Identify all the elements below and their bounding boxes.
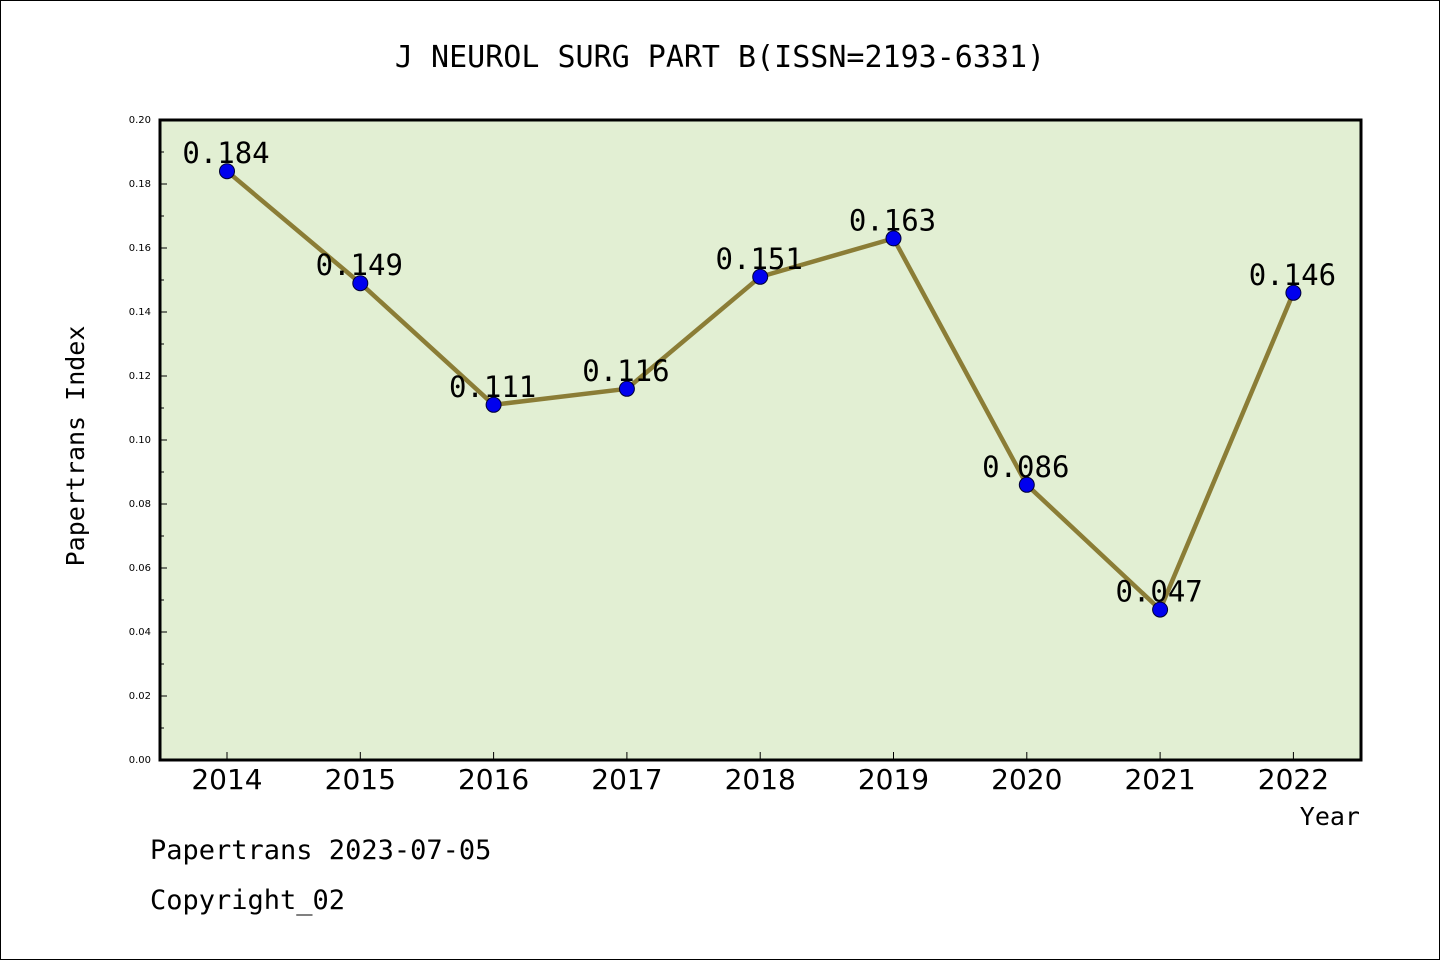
plot-area — [158, 118, 1363, 762]
y-tick-label: 0.04 — [129, 627, 151, 638]
footer-copyright: Copyright_02 — [150, 885, 346, 916]
y-tick-label: 0.18 — [129, 179, 151, 190]
x-axis-ticks: 2014 2015 2016 2017 2018 2019 2020 2021 2022 — [191, 752, 1329, 796]
y-tick-label: 0.14 — [129, 307, 151, 318]
data-point — [352, 275, 369, 292]
data-point — [752, 268, 769, 285]
x-tick-label: 2017 — [591, 763, 662, 796]
x-tick-label: 2021 — [1124, 763, 1195, 796]
y-tick-label: 0.06 — [129, 563, 151, 574]
x-axis-label: Year — [1300, 802, 1360, 831]
chart-title: J NEUROL SURG PART B(ISSN=2193-6331) — [395, 40, 1045, 75]
footer-date-line: Papertrans 2023-07-05 — [150, 835, 492, 866]
y-tick-label: 0.08 — [129, 499, 151, 510]
y-tick-label: 0.16 — [129, 243, 151, 254]
data-point — [1152, 601, 1169, 618]
data-points — [219, 163, 1302, 618]
data-point — [219, 163, 235, 180]
x-tick-label: 2019 — [858, 763, 929, 796]
x-tick-label: 2015 — [325, 763, 396, 796]
data-label: 0.111 — [449, 370, 536, 404]
y-tick-label: 0.10 — [129, 435, 151, 446]
data-label: 0.116 — [582, 354, 669, 388]
y-tick-label: 0.20 — [129, 115, 151, 126]
x-tick-label: 2018 — [725, 763, 796, 796]
y-tick-label: 0.12 — [129, 371, 151, 382]
x-tick-label: 2020 — [991, 763, 1062, 796]
x-tick-label: 2022 — [1258, 763, 1329, 796]
data-labels: 0.184 0.149 0.111 0.116 0.151 0.163 0.086 0.047… — [182, 136, 1336, 608]
data-label: 0.151 — [716, 242, 803, 276]
x-tick-label: 2016 — [458, 763, 529, 796]
data-label: 0.149 — [316, 248, 403, 282]
data-label: 0.047 — [1115, 575, 1202, 609]
x-tick-label: 2014 — [191, 763, 262, 796]
data-label: 0.086 — [982, 450, 1069, 484]
data-point — [1018, 476, 1035, 493]
y-axis-ticks: 0.00 0.02 0.04 0.06 0.08 0.10 0.12 0.14 0.16 0.18… — [129, 115, 167, 766]
y-axis-label: Papertrans Index — [61, 326, 90, 567]
data-point — [485, 396, 502, 413]
data-point — [1285, 284, 1302, 301]
data-label: 0.146 — [1249, 258, 1336, 292]
y-tick-label: 0.02 — [129, 691, 151, 702]
data-point — [618, 380, 635, 397]
y-tick-label: 0.00 — [129, 755, 151, 766]
data-label: 0.163 — [849, 203, 936, 237]
data-label: 0.184 — [182, 136, 269, 170]
data-point — [885, 230, 902, 247]
